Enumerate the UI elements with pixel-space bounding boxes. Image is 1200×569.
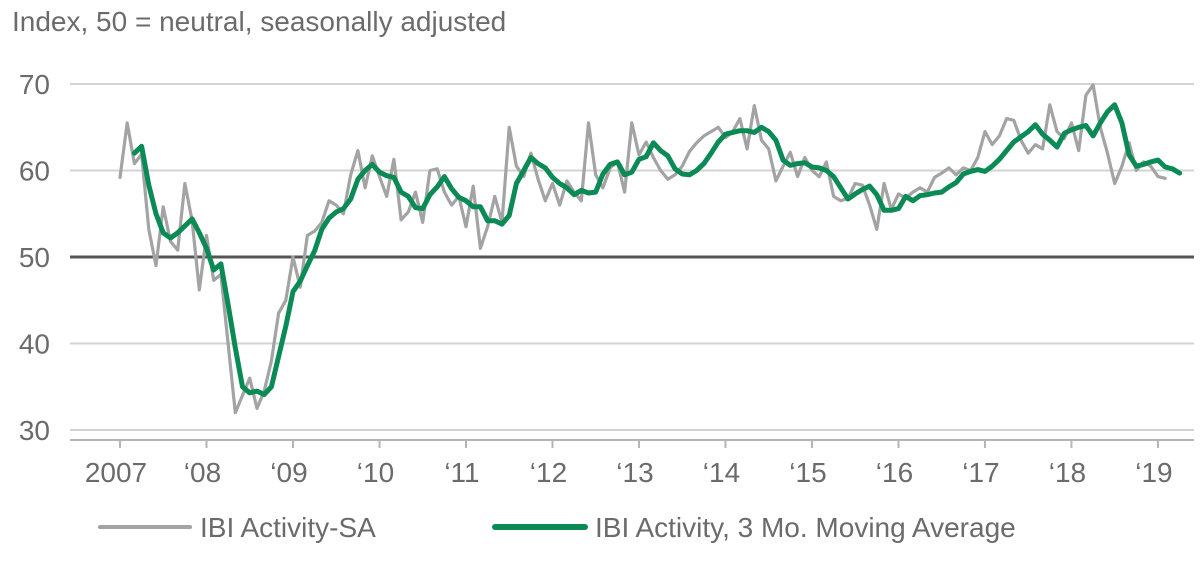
x-tick-label-2007-01: 2007 [85,457,147,488]
series-line-ibi-activity-3mo-ma [131,102,1183,397]
series-line-ibi-activity-sa [118,83,1167,415]
x-tick-label-2009-01: ‘09 [270,457,307,488]
x-tick-label-2017-01: ‘17 [962,457,999,488]
y-axis-tick-labels: 30 40 50 60 70 [19,69,50,446]
legend: IBI Activity-SA IBI Activity, 3 Mo. Movin… [98,512,1016,543]
x-tick-label-2019-01: ‘19 [1135,457,1172,488]
legend-label-2: IBI Activity, 3 Mo. Moving Average [595,512,1016,543]
x-axis: 2007 ‘08 ‘09 ‘10 ‘11 ‘12 ‘13 ‘14 ‘15 ‘16 ‘17 ‘18 ‘19 [70,439,1194,488]
gridlines [70,83,1194,431]
x-tick-label-2018-01: ‘18 [1049,457,1086,488]
y-tick-label-50: 50 [19,242,50,273]
x-tick-label-2012-01: ‘12 [530,457,567,488]
x-tick-label-2015-01: ‘15 [789,457,826,488]
y-tick-label-40: 40 [19,329,50,360]
x-tick-label-2011-01: ‘11 [444,457,479,488]
y-tick-label-70: 70 [19,69,50,100]
series-lines [118,83,1183,415]
legend-label-1: IBI Activity-SA [200,512,376,543]
y-tick-label-30: 30 [19,415,50,446]
x-tick-label-2016-01: ‘16 [876,457,913,488]
x-tick-label-2014-01: ‘14 [703,457,740,488]
x-tick-label-2013-01: ‘13 [616,457,653,488]
x-tick-label-2010-01: ‘10 [357,457,394,488]
chart-subtitle: Index, 50 = neutral, seasonally adjusted [12,6,506,37]
y-tick-label-60: 60 [19,156,50,187]
x-tick-label-2008-01: ‘08 [184,457,221,488]
